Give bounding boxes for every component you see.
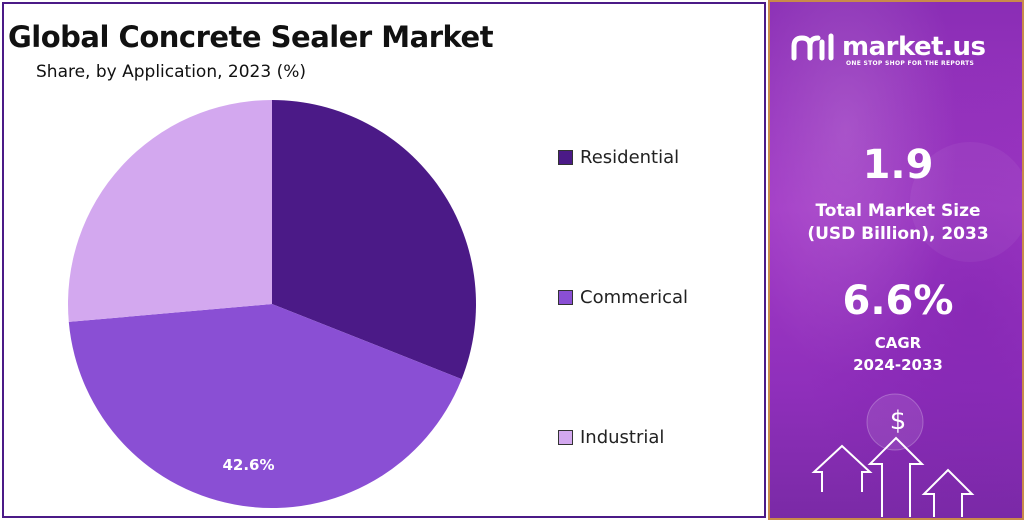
legend-swatch: [558, 290, 573, 305]
pie-slice-residential: [272, 100, 477, 380]
arrow-up-icon: [811, 444, 873, 492]
brand-name: market.us: [842, 32, 986, 62]
data-label-commerical: 42.6%: [222, 456, 274, 474]
legend-label: Industrial: [580, 427, 665, 448]
cagr-value: 6.6%: [842, 278, 954, 324]
legend-item-commerical: Commerical: [558, 287, 688, 308]
legend-label: Residential: [580, 147, 680, 168]
arrow-up-icon: [921, 468, 975, 517]
side-panel: market.us ONE STOP SHOP FOR THE REPORTS …: [768, 0, 1024, 520]
cagr-period: 2024-2033: [853, 356, 943, 374]
pie-slice-industrial: [68, 100, 272, 322]
brand-tagline: ONE STOP SHOP FOR THE REPORTS: [846, 60, 975, 67]
pie-chart: 42.6%: [68, 100, 477, 509]
arrow-up-icon: [867, 436, 925, 517]
brand-logo: market.us: [790, 32, 986, 62]
cagr-label: CAGR: [874, 334, 922, 352]
chart-panel: Global Concrete Sealer Market Share, by …: [2, 2, 766, 518]
chart-subtitle: Share, by Application, 2023 (%): [36, 62, 306, 82]
market-us-logo-icon: [791, 33, 834, 61]
legend-swatch: [558, 150, 573, 165]
dollar-icon: $: [889, 406, 907, 436]
legend-item-industrial: Industrial: [558, 427, 664, 448]
pie-slice-commerical: [68, 304, 462, 509]
chart-title: Global Concrete Sealer Market: [8, 20, 494, 54]
legend-item-residential: Residential: [558, 147, 679, 168]
market-size-value: 1.9: [862, 142, 934, 188]
legend-label: Commerical: [580, 287, 689, 308]
market-size-sublabel: (USD Billion), 2033: [807, 224, 989, 244]
decorative-background: [811, 142, 1022, 517]
legend-swatch: [558, 430, 573, 445]
market-size-label: Total Market Size: [815, 201, 981, 221]
